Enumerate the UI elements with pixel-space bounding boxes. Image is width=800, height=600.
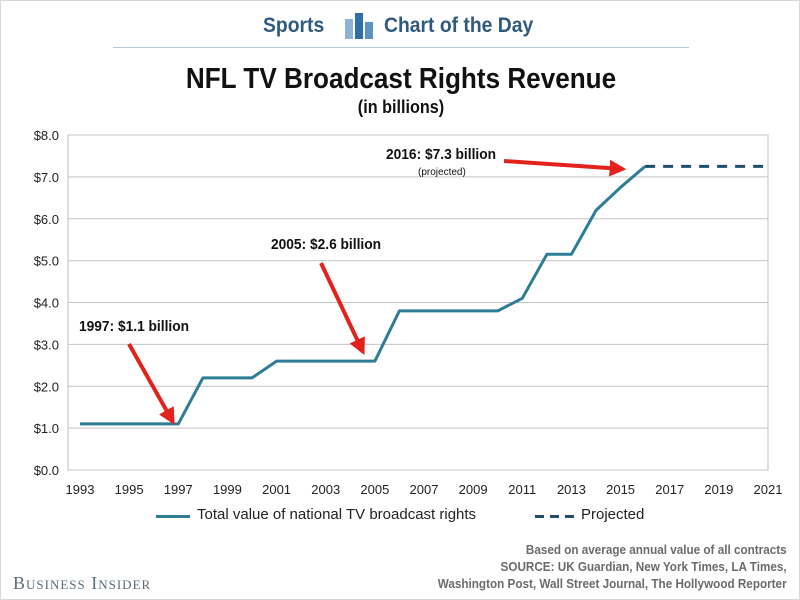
legend-swatch-actual xyxy=(156,515,190,518)
x-tick-label: 2013 xyxy=(557,482,586,497)
header-section-label: Sports xyxy=(263,14,325,37)
annotation-arrow xyxy=(503,159,627,177)
header-divider xyxy=(113,47,689,48)
x-tick-label: 2021 xyxy=(754,482,783,497)
x-tick-label: 2001 xyxy=(262,482,291,497)
y-tick-label: $6.0 xyxy=(34,212,59,227)
series-line-actual xyxy=(80,165,647,426)
source-line: SOURCE: UK Guardian, New York Times, LA … xyxy=(500,559,787,574)
y-tick-label: $0.0 xyxy=(34,463,59,478)
x-tick-label: 2009 xyxy=(459,482,488,497)
x-tick-label: 2005 xyxy=(360,482,389,497)
y-tick-label: $7.0 xyxy=(34,170,59,185)
y-tick-label: $4.0 xyxy=(34,296,59,311)
chart-title: NFL TV Broadcast Rights Revenue xyxy=(185,63,617,95)
bar-chart-icon xyxy=(345,13,373,39)
y-tick-label: $1.0 xyxy=(34,421,59,436)
annotation-arrow xyxy=(127,343,175,425)
header-series-label: Chart of the Day xyxy=(384,14,534,37)
business-insider-logo: Business Insider xyxy=(13,573,152,593)
source-note: Based on average annual value of all con… xyxy=(438,541,787,592)
x-tick-label: 1997 xyxy=(164,482,193,497)
y-tick-label: $8.0 xyxy=(34,128,59,143)
source-line: Washington Post, Wall Street Journal, Th… xyxy=(438,576,787,591)
chart-subtitle: (in billions) xyxy=(357,97,445,117)
annotation-label: 2016: $7.3 billion xyxy=(386,146,496,163)
x-tick-label: 2019 xyxy=(704,482,733,497)
y-tick-label: $2.0 xyxy=(34,379,59,394)
chart-legend: Total value of national TV broadcast rig… xyxy=(1,506,799,530)
x-tick-label: 2011 xyxy=(508,482,536,497)
header-banner: Sports Chart of the Day xyxy=(1,1,799,45)
legend-label-projected: Projected xyxy=(581,506,645,523)
y-tick-label: $5.0 xyxy=(34,254,59,269)
source-line: Based on average annual value of all con… xyxy=(526,542,787,557)
legend-label-actual: Total value of national TV broadcast rig… xyxy=(197,506,477,523)
annotation-label: 2005: $2.6 billion xyxy=(271,236,381,253)
annotation-label: 1997: $1.1 billion xyxy=(79,318,189,335)
x-tick-label: 1995 xyxy=(115,482,144,497)
x-tick-label: 2003 xyxy=(311,482,340,497)
x-tick-label: 2017 xyxy=(655,482,684,497)
x-tick-label: 2015 xyxy=(606,482,635,497)
x-tick-label: 1999 xyxy=(213,482,242,497)
annotation-arrow xyxy=(319,262,365,356)
x-tick-label: 1993 xyxy=(66,482,95,497)
y-tick-label: $3.0 xyxy=(34,337,59,352)
legend-swatch-projected xyxy=(535,515,575,518)
x-tick-label: 2007 xyxy=(410,482,439,497)
annotation-note: (projected) xyxy=(418,167,466,178)
